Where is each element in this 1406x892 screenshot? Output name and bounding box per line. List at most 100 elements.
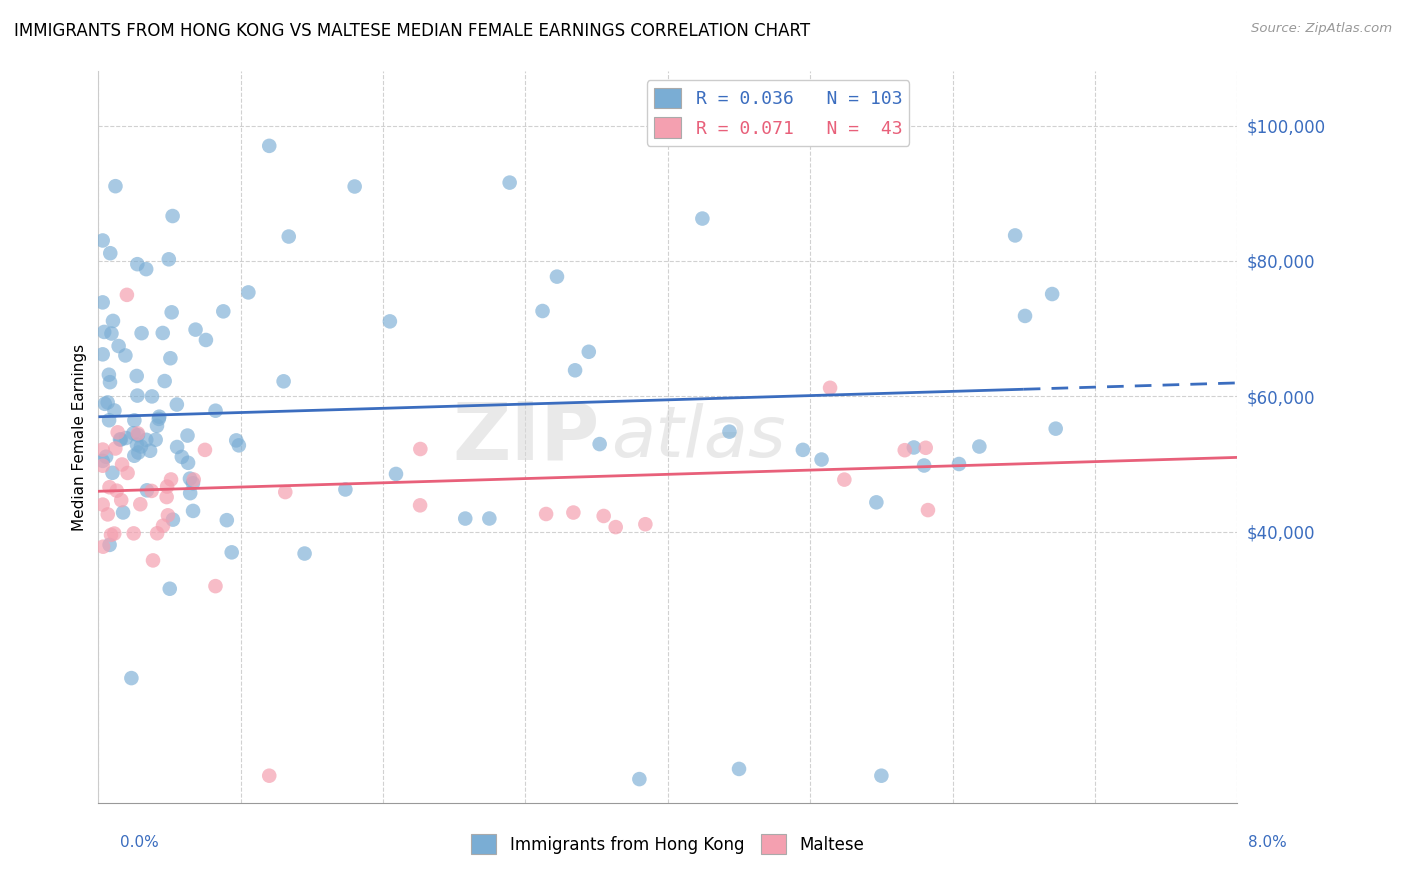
Point — [162, 209, 184, 223]
Y-axis label: Median Female Earnings: Median Female Earnings — [72, 343, 87, 531]
Point — [259, 769, 281, 783]
Point — [478, 511, 501, 525]
Point — [101, 314, 124, 328]
Point — [100, 326, 122, 341]
Point — [127, 388, 149, 402]
Point — [91, 454, 114, 468]
Point — [124, 449, 146, 463]
Point — [176, 428, 198, 442]
Point — [114, 349, 136, 363]
Point — [129, 497, 152, 511]
Point — [105, 483, 128, 498]
Point — [181, 504, 204, 518]
Point — [259, 139, 281, 153]
Point — [893, 443, 915, 458]
Point — [129, 440, 152, 454]
Point — [148, 412, 170, 426]
Point — [112, 506, 135, 520]
Point — [91, 540, 114, 554]
Point — [91, 347, 114, 361]
Point — [156, 479, 179, 493]
Point — [152, 518, 174, 533]
Point — [141, 483, 163, 498]
Point — [1014, 309, 1036, 323]
Point — [159, 351, 181, 366]
Point — [834, 473, 856, 487]
Point — [122, 426, 145, 441]
Point — [152, 326, 174, 340]
Point — [1004, 228, 1026, 243]
Point — [127, 257, 149, 271]
Text: 8.0%: 8.0% — [1247, 836, 1286, 850]
Point — [818, 381, 841, 395]
Point — [628, 772, 651, 786]
Point — [194, 333, 217, 347]
Point — [98, 246, 121, 260]
Point — [166, 397, 188, 411]
Point — [870, 769, 893, 783]
Point — [160, 305, 183, 319]
Point — [136, 483, 159, 498]
Point — [914, 441, 936, 455]
Point — [212, 304, 235, 318]
Point — [91, 442, 114, 457]
Point — [409, 499, 432, 513]
Point — [110, 433, 132, 447]
Point — [125, 438, 148, 452]
Point — [127, 426, 149, 441]
Point — [969, 440, 991, 454]
Point — [204, 403, 226, 417]
Point — [221, 545, 243, 559]
Point — [274, 485, 297, 500]
Point — [294, 547, 316, 561]
Point — [578, 344, 600, 359]
Point — [157, 252, 180, 267]
Point — [148, 409, 170, 424]
Point — [94, 450, 117, 464]
Point — [125, 369, 148, 384]
Point — [531, 304, 554, 318]
Point — [104, 442, 127, 456]
Point — [166, 440, 188, 454]
Point — [592, 508, 614, 523]
Point — [94, 397, 117, 411]
Point — [385, 467, 408, 481]
Point — [546, 269, 568, 284]
Text: Source: ZipAtlas.com: Source: ZipAtlas.com — [1251, 22, 1392, 36]
Point — [634, 517, 657, 532]
Point — [215, 513, 238, 527]
Point — [153, 374, 176, 388]
Point — [98, 375, 121, 389]
Point — [177, 456, 200, 470]
Legend: Immigrants from Hong Kong, Maltese: Immigrants from Hong Kong, Maltese — [465, 828, 870, 860]
Point — [179, 486, 201, 500]
Point — [115, 431, 138, 445]
Point — [181, 476, 204, 491]
Point — [225, 434, 247, 448]
Point — [100, 528, 122, 542]
Point — [228, 438, 250, 452]
Point — [97, 395, 120, 409]
Point — [120, 671, 142, 685]
Point — [141, 389, 163, 403]
Point — [117, 466, 139, 480]
Point — [498, 176, 520, 190]
Point — [142, 553, 165, 567]
Point — [273, 374, 295, 388]
Text: atlas: atlas — [612, 402, 786, 472]
Point — [115, 288, 138, 302]
Point — [409, 442, 432, 456]
Point — [156, 508, 179, 523]
Point — [111, 458, 134, 472]
Text: 0.0%: 0.0% — [120, 836, 159, 850]
Point — [127, 428, 149, 442]
Point — [124, 413, 146, 427]
Point — [93, 325, 115, 339]
Point — [110, 493, 132, 508]
Point — [135, 262, 157, 277]
Point — [810, 452, 832, 467]
Point — [865, 495, 887, 509]
Point — [179, 472, 201, 486]
Point — [97, 508, 120, 522]
Point — [145, 433, 167, 447]
